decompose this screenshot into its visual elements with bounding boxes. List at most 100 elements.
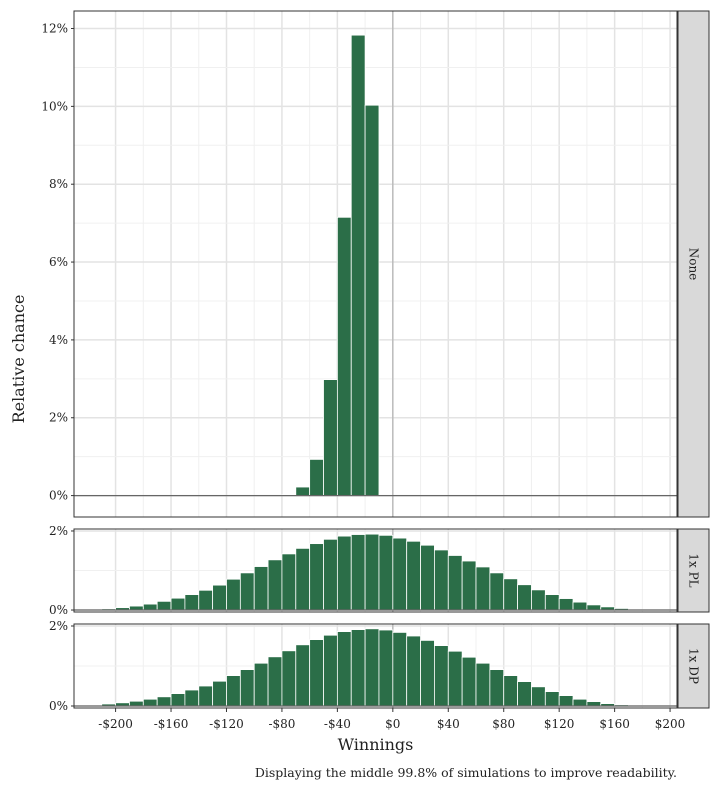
histogram-bar xyxy=(142,603,158,611)
histogram-bar xyxy=(503,675,518,707)
histogram-bar xyxy=(544,691,560,707)
facet-strip-label: 1x DP xyxy=(687,648,701,684)
facet-strip-label: None xyxy=(687,248,701,281)
x-tick-label: $200 xyxy=(655,717,686,731)
histogram-bar xyxy=(572,698,588,707)
y-tick-label: 0% xyxy=(49,489,68,503)
histogram-bar xyxy=(309,639,324,707)
panel-border xyxy=(73,10,678,518)
facet-strip xyxy=(677,623,710,709)
histogram-bar xyxy=(239,669,255,707)
x-tick-label: $0 xyxy=(385,717,400,731)
histogram-bar xyxy=(309,458,324,496)
histogram-bar xyxy=(267,559,283,611)
histogram-bar xyxy=(558,695,574,707)
histogram-bar xyxy=(267,656,283,707)
histogram-bar xyxy=(586,701,602,707)
facet-strip xyxy=(677,528,710,613)
histogram-bar xyxy=(586,604,602,611)
histogram-bar xyxy=(323,538,338,611)
y-tick-label: 2% xyxy=(49,619,68,633)
histogram-bar xyxy=(156,696,172,707)
y-tick-label: 0% xyxy=(49,699,68,713)
histogram-bar xyxy=(406,635,421,707)
histogram-bar xyxy=(142,698,158,707)
x-tick-label: -$120 xyxy=(209,717,244,731)
histogram-bar xyxy=(156,600,172,611)
y-tick-label: 8% xyxy=(49,177,68,191)
histogram-bar xyxy=(170,693,186,707)
y-tick-label: 0% xyxy=(49,603,68,617)
histogram-bar xyxy=(239,572,255,611)
histogram-bar xyxy=(295,644,311,707)
chart-caption: Displaying the middle 99.8% of simulatio… xyxy=(255,765,677,780)
x-tick-label: -$80 xyxy=(268,717,295,731)
histogram-bar xyxy=(212,680,227,707)
histogram-bar xyxy=(364,628,380,707)
histogram-bar xyxy=(447,555,463,611)
histogram-bar xyxy=(461,656,477,707)
histogram-bar xyxy=(350,534,366,611)
histogram-bar xyxy=(489,572,505,611)
histogram-bar xyxy=(392,632,408,707)
histogram-bar xyxy=(226,578,241,611)
histogram-bar xyxy=(572,601,588,611)
histogram-bar xyxy=(489,669,505,707)
histogram-bar xyxy=(170,597,186,611)
histogram-bar xyxy=(434,549,449,611)
x-tick-label: $160 xyxy=(599,717,630,731)
histogram-bar xyxy=(364,533,380,611)
histogram-bar xyxy=(517,584,532,611)
histogram-bar xyxy=(198,685,214,707)
x-tick-label: $80 xyxy=(492,717,515,731)
histogram-bar xyxy=(378,629,394,707)
histogram-bar xyxy=(336,216,352,496)
panel-border xyxy=(73,623,678,709)
histogram-bar xyxy=(461,560,477,611)
histogram-bar xyxy=(309,543,324,611)
histogram-bar xyxy=(323,379,338,496)
histogram-bar xyxy=(434,645,449,707)
histogram-bar xyxy=(503,578,518,611)
histogram-bar xyxy=(336,631,352,707)
histogram-bar xyxy=(544,594,560,611)
x-axis-title: Winnings xyxy=(338,735,414,754)
y-tick-label: 6% xyxy=(49,255,68,269)
histogram-bar xyxy=(184,689,200,707)
histogram-bar xyxy=(364,104,380,496)
histogram-bar xyxy=(253,566,269,611)
histogram-bar xyxy=(420,640,435,707)
histogram-bar xyxy=(350,34,366,496)
histogram-bar xyxy=(475,662,491,707)
x-tick-label: $120 xyxy=(544,717,575,731)
facet-strip xyxy=(677,10,710,518)
histogram-bar xyxy=(378,534,394,611)
x-tick-label: -$200 xyxy=(98,717,133,731)
histogram-bar xyxy=(281,650,297,707)
histogram-bar xyxy=(184,594,200,611)
histogram-bar xyxy=(336,535,352,611)
y-tick-label: 2% xyxy=(49,411,68,425)
histogram-bar xyxy=(406,540,421,611)
histogram-bar xyxy=(295,547,311,611)
y-tick-label: 2% xyxy=(49,524,68,538)
histogram-bar xyxy=(447,650,463,707)
histogram-bar xyxy=(129,700,144,707)
histogram-bar xyxy=(198,589,214,611)
facet-strip-label: 1x PL xyxy=(687,553,701,587)
histogram-bar xyxy=(253,662,269,707)
x-tick-label: -$160 xyxy=(154,717,189,731)
histogram-bar xyxy=(295,486,311,496)
histogram-bar xyxy=(420,544,435,611)
y-tick-label: 10% xyxy=(41,99,68,113)
histogram-bar xyxy=(558,598,574,611)
histogram-bar xyxy=(350,629,366,707)
histogram-bar xyxy=(517,681,532,707)
histogram-bar xyxy=(226,675,241,707)
histogram-bar xyxy=(281,553,297,611)
panel-border xyxy=(73,528,678,613)
histogram-bar xyxy=(531,686,546,707)
x-tick-label: -$40 xyxy=(324,717,351,731)
